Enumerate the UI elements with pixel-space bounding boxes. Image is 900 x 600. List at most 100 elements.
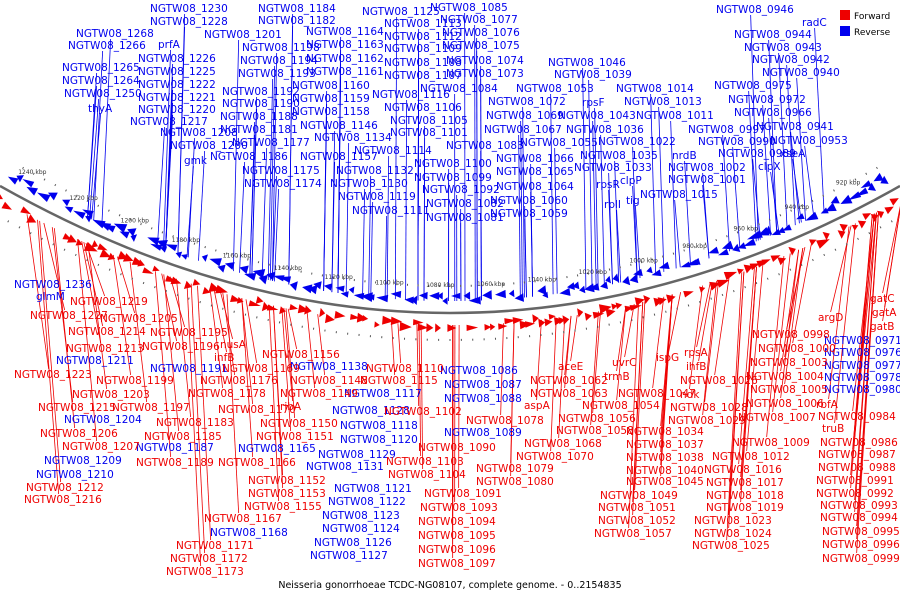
reverse-gene-label: NGTW08_1123 bbox=[322, 510, 400, 522]
scale-minor-tick bbox=[165, 289, 167, 293]
forward-gene bbox=[666, 294, 676, 304]
forward-gene-label: infB bbox=[214, 352, 234, 364]
scale-minor-tick bbox=[676, 307, 678, 310]
forward-gene-label: NGTW08_1068 bbox=[524, 438, 602, 450]
connector-line bbox=[91, 113, 101, 220]
connector-line bbox=[163, 274, 180, 432]
connector-line bbox=[582, 67, 587, 290]
reverse-gene-label: NGTW08_1046 bbox=[548, 57, 626, 69]
connector-line bbox=[117, 256, 136, 314]
connector-line bbox=[652, 296, 665, 389]
connector-line bbox=[714, 276, 730, 376]
reverse-gene-label: NGTW08_1210 bbox=[36, 469, 114, 481]
connector-line bbox=[370, 201, 374, 298]
scale-minor-tick bbox=[812, 258, 814, 262]
scale-minor-tick bbox=[204, 246, 206, 249]
reverse-gene-label: NGTW08_1126 bbox=[314, 537, 392, 549]
reverse-gene-label: NGTW08_1236 bbox=[14, 279, 92, 291]
reverse-gene-label: NGTW08_1120 bbox=[340, 434, 418, 446]
reverse-gene-label: NGTW08_1067 bbox=[484, 124, 562, 136]
reverse-gene-label: NGTW08_1228 bbox=[150, 16, 228, 28]
reverse-gene bbox=[64, 206, 74, 213]
connector-line bbox=[186, 165, 194, 258]
reverse-gene bbox=[830, 195, 840, 204]
reverse-gene bbox=[880, 175, 889, 184]
reverse-gene-label: NGTW08_1082 bbox=[426, 198, 504, 210]
forward-gene-label: NGTW08_1090 bbox=[418, 442, 496, 454]
genome-backbone bbox=[0, 184, 900, 315]
forward-gene-label: NGTW08_1227 bbox=[30, 310, 108, 322]
reverse-gene-label: NGTW08_1204 bbox=[64, 414, 142, 426]
forward-gene-label: NGTW08_1195 bbox=[150, 327, 228, 339]
reverse-gene-label: NGTW08_1072 bbox=[488, 96, 566, 108]
connector-line bbox=[770, 171, 780, 233]
legend-forward-label: Forward bbox=[854, 12, 890, 22]
reverse-gene bbox=[566, 282, 575, 290]
forward-gene bbox=[761, 259, 771, 266]
reverse-gene bbox=[307, 285, 318, 295]
scale-minor-tick bbox=[843, 183, 846, 187]
reverse-gene-label: NGTW08_1122 bbox=[328, 496, 406, 508]
reverse-gene-label: NGTW08_1075 bbox=[442, 40, 520, 52]
connector-line bbox=[288, 25, 294, 285]
forward-gene-label: NGTW08_0995 bbox=[822, 526, 900, 538]
scale-minor-tick bbox=[833, 189, 835, 192]
forward-gene bbox=[592, 311, 605, 319]
reverse-gene bbox=[313, 281, 322, 290]
forward-gene-label: NGTW08_1151 bbox=[256, 431, 334, 443]
reverse-gene bbox=[335, 285, 345, 292]
forward-gene-label: NGTW08_1009 bbox=[732, 437, 810, 449]
scale-minor-tick bbox=[172, 235, 174, 238]
reverse-gene bbox=[451, 292, 461, 300]
reverse-gene bbox=[278, 276, 292, 283]
reverse-gene bbox=[289, 281, 298, 291]
forward-gene-label: NGTW08_0993 bbox=[820, 500, 898, 512]
forward-gene-label: NGTW08_1155 bbox=[244, 501, 322, 513]
reverse-gene-label: NGTW08_1101 bbox=[390, 127, 468, 139]
connector-line bbox=[624, 303, 635, 358]
reverse-gene-label: NGTW08_0989 bbox=[718, 148, 796, 160]
forward-gene-label: rbfA bbox=[816, 399, 839, 411]
forward-gene bbox=[192, 278, 201, 286]
connector-line bbox=[536, 319, 542, 401]
reverse-gene bbox=[127, 228, 137, 237]
forward-gene bbox=[215, 284, 228, 294]
reverse-gene-label: NGTW08_1081 bbox=[426, 212, 504, 224]
scale-tick-label: 960 kbp bbox=[733, 225, 758, 232]
connector-line bbox=[762, 104, 772, 236]
forward-gene-label: NGTW08_0987 bbox=[818, 449, 896, 461]
scale-minor-tick bbox=[140, 222, 142, 226]
forward-gene-label: NGTW08_1102 bbox=[384, 406, 462, 418]
connector-line bbox=[161, 273, 178, 342]
reverse-gene bbox=[579, 285, 586, 294]
reverse-gene-label: NGTW08_1066 bbox=[496, 153, 574, 165]
forward-gene-label: NGTW08_1057 bbox=[594, 528, 672, 540]
connector-line bbox=[786, 64, 796, 226]
reverse-gene-label: NGTW08_1073 bbox=[446, 68, 524, 80]
reverse-gene bbox=[201, 254, 208, 262]
scale-minor-tick bbox=[43, 178, 46, 181]
reverse-gene bbox=[85, 215, 93, 223]
label-connectors bbox=[26, 12, 900, 567]
reverse-gene-label: thyA bbox=[88, 103, 113, 115]
connector-line bbox=[796, 77, 806, 221]
reverse-gene bbox=[757, 227, 770, 236]
forward-gene-label: gatB bbox=[870, 321, 894, 333]
forward-gene-label: NGTW08_0994 bbox=[820, 512, 898, 524]
forward-gene bbox=[152, 265, 160, 272]
reverse-gene bbox=[600, 281, 609, 290]
reverse-gene-label: NGTW08_1266 bbox=[68, 40, 146, 52]
forward-gene bbox=[809, 239, 817, 246]
reverse-gene bbox=[820, 207, 829, 214]
forward-gene bbox=[498, 323, 508, 330]
scale-tick-label: 1080 kbp bbox=[426, 282, 454, 289]
reverse-gene-label: NGTW08_1013 bbox=[624, 96, 702, 108]
reverse-gene-label: NGTW08_1230 bbox=[150, 3, 228, 15]
forward-gene-label: NGTW08_1213 bbox=[66, 343, 144, 355]
gene-labels: NGTW08_1230NGTW08_1228NGTW08_1184NGTW08_… bbox=[14, 2, 900, 578]
forward-gene-label: NGTW08_1153 bbox=[248, 488, 326, 500]
forward-gene-label: NGTW08_0984 bbox=[818, 411, 896, 423]
reverse-gene-label: NGTW08_1105 bbox=[390, 115, 468, 127]
forward-gene bbox=[362, 314, 369, 322]
forward-gene bbox=[261, 301, 270, 312]
